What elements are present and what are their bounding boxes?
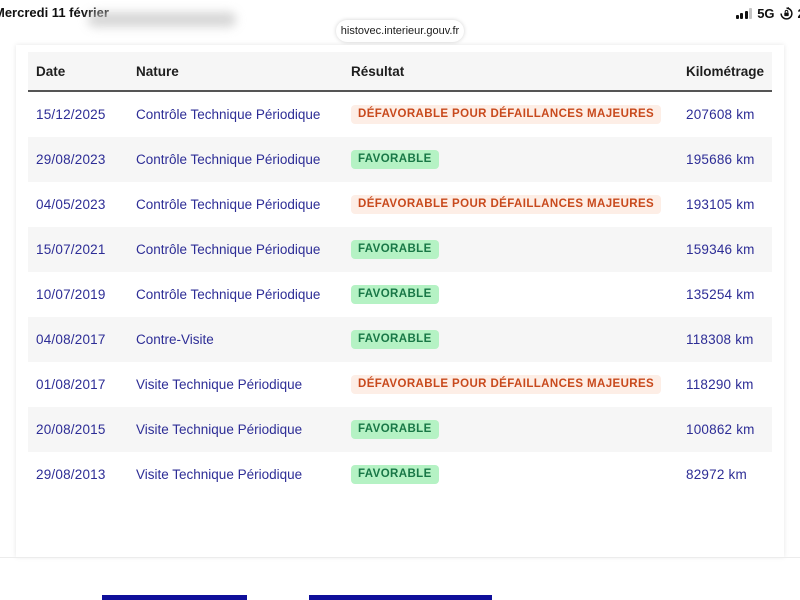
row-date: 04/05/2023: [36, 197, 106, 212]
table-row: 01/08/2017 Visite Technique Périodique D…: [28, 362, 772, 407]
row-date: 15/07/2021: [36, 242, 106, 257]
browser-address-pill[interactable]: histovec.interieur.gouv.fr: [336, 20, 464, 42]
result-badge: FAVORABLE: [351, 149, 439, 170]
table-row: 15/12/2025 Contrôle Technique Périodique…: [28, 92, 772, 137]
action-button-primary-1[interactable]: [102, 595, 247, 600]
row-km: 207608 km: [686, 107, 755, 122]
table-row: 10/07/2019 Contrôle Technique Périodique…: [28, 272, 772, 317]
url-text: histovec.interieur.gouv.fr: [340, 25, 460, 37]
table-row: 04/08/2017 Contre-Visite FAVORABLE 11830…: [28, 317, 772, 362]
status-indicators: 5G 23: [735, 6, 800, 21]
action-button-primary-2[interactable]: [309, 595, 492, 600]
table-row: 15/07/2021 Contrôle Technique Périodique…: [28, 227, 772, 272]
table-row: 29/08/2023 Contrôle Technique Périodique…: [28, 137, 772, 182]
result-badge: FAVORABLE: [351, 239, 439, 260]
row-km: 118290 km: [686, 377, 754, 392]
row-date: 15/12/2025: [36, 107, 106, 122]
header-resultat: Résultat: [351, 63, 405, 79]
table-row: 20/08/2015 Visite Technique Périodique F…: [28, 407, 772, 452]
row-km: 195686 km: [686, 152, 755, 167]
result-badge: DÉFAVORABLE POUR DÉFAILLANCES MAJEURES: [351, 104, 662, 125]
status-date: Mercredi 11 février: [0, 5, 109, 20]
row-km: 193105 km: [686, 197, 755, 212]
row-date: 29/08/2023: [36, 152, 106, 167]
table-row: 04/05/2023 Contrôle Technique Périodique…: [28, 182, 772, 227]
cellular-signal-icon: [735, 8, 753, 19]
result-badge: FAVORABLE: [351, 419, 439, 440]
row-date: 20/08/2015: [36, 422, 106, 437]
header-kilometrage: Kilométrage: [686, 63, 765, 79]
redacted-page-title: [88, 12, 236, 27]
row-nature: Visite Technique Périodique: [136, 467, 303, 482]
row-nature: Contrôle Technique Périodique: [136, 197, 321, 212]
content-divider: [0, 557, 800, 558]
row-date: 29/08/2013: [36, 467, 106, 482]
row-km: 82972 km: [686, 467, 747, 482]
result-badge: FAVORABLE: [351, 464, 439, 485]
result-badge: DÉFAVORABLE POUR DÉFAILLANCES MAJEURES: [351, 374, 662, 395]
row-km: 159346 km: [686, 242, 755, 257]
row-km: 100862 km: [686, 422, 755, 437]
header-nature: Nature: [136, 63, 179, 79]
table-body: 15/12/2025 Contrôle Technique Périodique…: [28, 92, 772, 497]
table-header-row: Date Nature Résultat Kilométrage: [28, 52, 772, 92]
row-km: 135254 km: [686, 287, 755, 302]
row-nature: Contrôle Technique Périodique: [136, 152, 321, 167]
row-nature: Visite Technique Périodique: [136, 377, 303, 392]
row-km: 118308 km: [686, 332, 754, 347]
row-date: 01/08/2017: [36, 377, 106, 392]
inspection-history-card: Date Nature Résultat Kilométrage 15/12/2…: [16, 45, 784, 557]
row-date: 10/07/2019: [36, 287, 106, 302]
row-date: 04/08/2017: [36, 332, 106, 347]
network-type-label: 5G: [757, 6, 775, 21]
result-badge: FAVORABLE: [351, 329, 439, 350]
table-row: 29/08/2013 Visite Technique Périodique F…: [28, 452, 772, 497]
header-date: Date: [36, 63, 66, 79]
status-bar: Mercredi 11 février 5G 23: [0, 0, 800, 30]
orientation-lock-icon: [779, 7, 793, 20]
row-nature: Contrôle Technique Périodique: [136, 107, 321, 122]
result-badge: DÉFAVORABLE POUR DÉFAILLANCES MAJEURES: [351, 194, 662, 215]
battery-percent: 23: [798, 6, 800, 21]
row-nature: Contrôle Technique Périodique: [136, 242, 321, 257]
row-nature: Visite Technique Périodique: [136, 422, 303, 437]
row-nature: Contre-Visite: [136, 332, 214, 347]
row-nature: Contrôle Technique Périodique: [136, 287, 321, 302]
action-button-secondary[interactable]: [543, 595, 705, 600]
result-badge: FAVORABLE: [351, 284, 439, 305]
